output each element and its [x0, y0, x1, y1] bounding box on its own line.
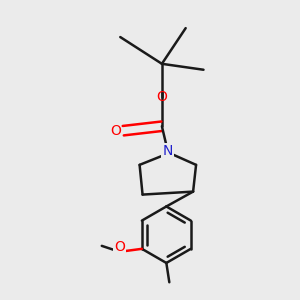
- Text: O: O: [157, 89, 167, 103]
- Text: O: O: [114, 240, 125, 254]
- Text: N: N: [163, 145, 173, 158]
- Text: O: O: [110, 124, 121, 138]
